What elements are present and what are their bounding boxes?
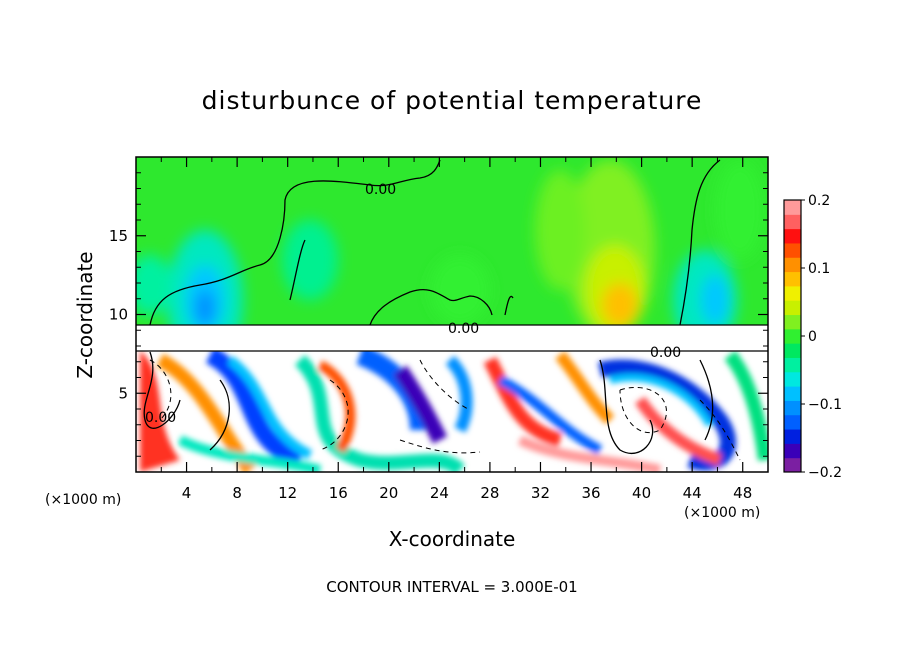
x-tick-label: 36 bbox=[581, 484, 600, 502]
contour-label-1: 0.00 bbox=[365, 182, 396, 198]
colorbar-segment bbox=[784, 300, 801, 316]
x-tick-label: 32 bbox=[531, 484, 550, 502]
x-tick-label: 12 bbox=[278, 484, 297, 502]
colorbar-segment bbox=[784, 400, 801, 416]
colorbar-tick-label: 0 bbox=[808, 329, 817, 345]
x-unit-right: (×1000 m) bbox=[684, 505, 760, 521]
y-tick-label: 10 bbox=[109, 306, 128, 324]
dashed-contours bbox=[149, 359, 741, 461]
colorbar-segment bbox=[784, 285, 801, 301]
x-axis-title: X-coordinate bbox=[389, 527, 516, 551]
x-tick-label: 8 bbox=[232, 484, 242, 502]
colorbar-segment bbox=[784, 371, 801, 387]
x-tick-label: 16 bbox=[329, 484, 348, 502]
x-tick-label: 28 bbox=[480, 484, 499, 502]
contour-interval-note: CONTOUR INTERVAL = 3.000E-01 bbox=[326, 578, 578, 596]
y-axis-ticks: 5 10 15 bbox=[109, 172, 768, 457]
x-tick-label: 20 bbox=[379, 484, 398, 502]
tropopause-band bbox=[136, 325, 768, 351]
colorbar-segment bbox=[784, 386, 801, 401]
colorbar-segment bbox=[784, 457, 801, 473]
colorbar-segment bbox=[784, 429, 801, 444]
colorbar-segment bbox=[784, 343, 801, 358]
colorbar-segment bbox=[784, 257, 801, 273]
colorbar-ticks: 0.2 0.1 0 −0.1 −0.2 bbox=[801, 193, 842, 481]
colorbar-tick-label: 0.2 bbox=[808, 193, 830, 209]
colorbar-segment bbox=[784, 242, 801, 258]
x-tick-label: 24 bbox=[430, 484, 449, 502]
colorbar-segment bbox=[784, 328, 801, 344]
colorbar-segment bbox=[784, 443, 801, 459]
chart-title: disturbunce of potential temperature bbox=[201, 86, 703, 115]
contour-label-4: 0.00 bbox=[145, 410, 176, 426]
x-tick-label: 48 bbox=[733, 484, 752, 502]
contour-lines bbox=[136, 159, 768, 455]
contour-label-3: 0.00 bbox=[650, 345, 681, 361]
x-axis-ticks: 4 8 12 16 20 24 28 32 36 40 44 48 bbox=[160, 157, 752, 502]
colorbar-segment bbox=[784, 314, 801, 330]
colorbar-segment bbox=[784, 228, 801, 244]
y-tick-label: 15 bbox=[109, 227, 128, 245]
colorbar-segment bbox=[784, 414, 801, 430]
colorbar-tick-label: −0.1 bbox=[808, 397, 842, 413]
colorbar-segment bbox=[784, 214, 801, 230]
x-tick-label: 44 bbox=[683, 484, 702, 502]
colorbar-tick-label: 0.1 bbox=[808, 261, 830, 277]
contour-label-2: 0.00 bbox=[448, 321, 479, 337]
colorbar-tick-label: −0.2 bbox=[808, 465, 842, 481]
colorbar bbox=[784, 200, 801, 473]
y-axis-title: Z-coordinate bbox=[73, 251, 97, 378]
lower-features bbox=[140, 345, 768, 472]
x-tick-label: 4 bbox=[182, 484, 192, 502]
x-tick-label: 40 bbox=[632, 484, 651, 502]
colorbar-segment bbox=[784, 200, 801, 215]
colorbar-segment bbox=[784, 271, 801, 287]
colorbar-segment bbox=[784, 357, 801, 373]
x-unit-left: (×1000 m) bbox=[45, 492, 121, 508]
plot-field bbox=[136, 157, 768, 472]
y-tick-label: 5 bbox=[118, 384, 128, 402]
